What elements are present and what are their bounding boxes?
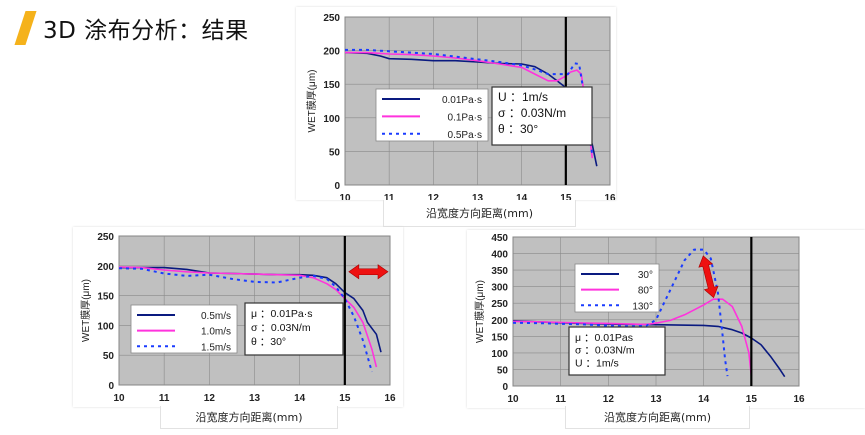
x-tick-label: 10	[339, 193, 351, 200]
legend-label: 30°	[638, 270, 653, 281]
annotation-line: σ ：0.03N/m	[498, 106, 566, 120]
parameter-annotation-box: U ：1m/s σ ：0.03N/m θ ：30°	[491, 86, 593, 146]
legend-label: 0.5Pa·s	[448, 130, 482, 141]
legend-label: 130°	[632, 301, 653, 312]
y-tick-label: 250	[491, 299, 508, 310]
y-axis-label: WET膜厚(μm)	[80, 279, 92, 342]
x-tick-label: 16	[384, 393, 396, 404]
x-tick-label: 11	[384, 193, 395, 200]
chart-viscosity: 0 50 100 150 200 250 10 11 12 13 14 15 16 WET膜厚(μm) 0.…	[306, 13, 616, 200]
parameter-annotation-box: μ ：0.01Pa·s σ ：0.03N/m θ ：30°	[244, 302, 344, 356]
x-tick-label: 16	[793, 394, 805, 405]
annotation-line: σ ：0.03N/m	[575, 345, 635, 357]
x-tick-label: 14	[516, 193, 528, 200]
chart-speed: 0 50 100 150 200 250 10 11 12 13 14 15 16 WET膜厚(μm) 0.…	[80, 232, 396, 404]
legend-label: 0.5m/s	[201, 311, 231, 322]
x-tick-label: 11	[159, 393, 170, 404]
y-tick-label: 0	[502, 382, 508, 393]
y-tick-label: 200	[491, 316, 508, 327]
slide-title: 3D 涂布分析：结果	[43, 18, 249, 44]
series-line-130°	[512, 248, 729, 377]
y-tick-label: 50	[497, 365, 509, 376]
x-tick-label: 12	[204, 393, 216, 404]
annotation-line: θ ：30°	[498, 122, 538, 136]
y-axis-label: WET膜厚(μm)	[474, 280, 486, 343]
series-line-1.5m/s	[118, 267, 373, 373]
x-tick-label: 15	[746, 394, 758, 405]
chart-viscosity-xlabel: 沿宽度方向距离(mm)	[383, 200, 576, 227]
title-accent-bar	[14, 11, 37, 45]
annotation-line: μ ：0.01Pa·s	[251, 308, 313, 320]
x-tick-label: 15	[560, 193, 572, 200]
x-tick-label: 16	[604, 193, 616, 200]
annotation-line: U ：1m/s	[575, 357, 619, 369]
chart-speed-xlabel: 沿宽度方向距离(mm)	[160, 406, 338, 429]
double-arrow-icon	[698, 255, 719, 299]
y-tick-label: 250	[97, 232, 114, 243]
chart-legend: 30° 80° 130°	[574, 263, 660, 313]
y-tick-label: 100	[323, 114, 340, 125]
x-tick-label: 14	[294, 393, 306, 404]
y-tick-label: 50	[103, 351, 115, 362]
annotation-line: U ：1m/s	[498, 90, 548, 104]
x-tick-label: 13	[650, 394, 662, 405]
y-tick-label: 250	[323, 13, 340, 24]
x-tick-label: 11	[555, 394, 566, 405]
chart-legend: 0.01Pa·s 0.1Pa·s 0.5Pa·s	[375, 88, 489, 142]
y-tick-label: 50	[329, 147, 341, 158]
x-tick-label: 12	[603, 394, 615, 405]
legend-label: 0.01Pa·s	[442, 95, 482, 106]
x-tick-label: 13	[472, 193, 484, 200]
chart-legend: 0.5m/s 1.0m/s 1.5m/s	[130, 304, 238, 354]
annotation-line: μ ：0.01Pas	[575, 332, 633, 344]
series-line-0.1Pa·s	[345, 51, 594, 159]
legend-label: 1.0m/s	[201, 327, 231, 338]
y-tick-label: 350	[491, 266, 508, 277]
y-tick-label: 200	[323, 47, 340, 58]
y-tick-label: 400	[491, 250, 508, 261]
series-line-0.5m/s	[119, 266, 382, 353]
legend-label: 0.1Pa·s	[448, 112, 482, 123]
annotation-line: σ ：0.03N/m	[251, 322, 311, 334]
slide-title-bar: 3D 涂布分析：结果	[14, 8, 249, 48]
series-line-0.5Pa·s	[345, 48, 594, 155]
legend-label: 80°	[638, 286, 653, 297]
series-line-80°	[512, 298, 753, 377]
y-axis-label: WET膜厚(μm)	[306, 70, 318, 133]
x-tick-label: 10	[507, 394, 519, 405]
y-tick-label: 300	[491, 283, 508, 294]
x-tick-label: 12	[428, 193, 440, 200]
x-tick-label: 13	[249, 393, 261, 404]
y-tick-label: 150	[97, 292, 114, 303]
x-tick-label: 15	[339, 393, 351, 404]
series-line-1.0m/s	[118, 266, 378, 368]
y-tick-label: 200	[97, 262, 114, 273]
y-tick-label: 450	[491, 233, 508, 244]
y-tick-label: 100	[97, 321, 114, 332]
chart-contact-angle: 0 50 100 150 200 250 300 350 400 450 10 11 12 13 14 15 1…	[474, 233, 805, 405]
y-tick-label: 0	[108, 381, 114, 392]
y-tick-label: 0	[334, 181, 340, 192]
double-arrow-icon	[348, 264, 389, 280]
chart-contact-angle-xlabel: 沿宽度方向距离(mm)	[565, 406, 750, 429]
x-tick-label: 14	[698, 394, 710, 405]
annotation-line: θ ：30°	[251, 336, 286, 348]
y-tick-label: 150	[491, 332, 508, 343]
y-tick-label: 150	[323, 80, 340, 91]
legend-label: 1.5m/s	[201, 342, 231, 353]
y-tick-label: 100	[491, 349, 508, 360]
x-tick-label: 10	[113, 393, 125, 404]
